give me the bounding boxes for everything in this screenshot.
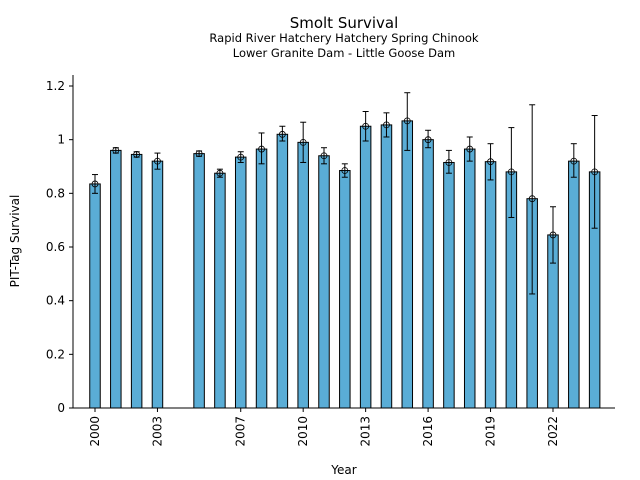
x-axis-label: Year xyxy=(330,463,356,477)
data-point-2001 xyxy=(112,146,120,154)
data-point-2023 xyxy=(570,157,578,165)
bar-2014 xyxy=(380,124,393,409)
y-tick-label: 0.8 xyxy=(46,186,65,200)
y-tick-label: 0.2 xyxy=(46,347,65,361)
data-point-2005 xyxy=(195,150,203,158)
x-tick-label: 2000 xyxy=(88,416,102,447)
data-point-2018 xyxy=(466,145,474,153)
data-point-2002 xyxy=(133,151,141,158)
x-tick-label: 2007 xyxy=(234,416,248,447)
bar-2015 xyxy=(401,120,414,409)
data-point-2016 xyxy=(424,136,432,144)
x-tick-label: 2019 xyxy=(484,416,498,447)
data-point-2021 xyxy=(528,195,536,203)
bar-2009 xyxy=(276,133,289,409)
y-tick-label: 1.2 xyxy=(46,79,65,93)
error-bars-group xyxy=(91,92,599,295)
x-tick-label: 2016 xyxy=(421,416,435,447)
bar-2001 xyxy=(110,149,122,409)
data-point-2014 xyxy=(383,121,390,129)
bar-2003 xyxy=(151,160,164,409)
bar-2013 xyxy=(359,125,372,409)
bar-2018 xyxy=(463,148,476,409)
data-point-2019 xyxy=(487,158,494,166)
bar-2012 xyxy=(339,170,351,409)
bar-2010 xyxy=(297,141,309,409)
data-point-2011 xyxy=(320,152,328,160)
bar-2016 xyxy=(422,139,434,409)
data-point-2006 xyxy=(216,169,224,177)
y-axis: 0 0.2 0.4 0.6 0.8 1 1.2 xyxy=(46,75,74,415)
data-point-2013 xyxy=(362,122,370,130)
y-tick-label: 0.6 xyxy=(46,240,65,254)
data-point-2009 xyxy=(278,130,286,138)
bar-2007 xyxy=(234,156,247,409)
data-point-2008 xyxy=(258,145,265,153)
x-tick-label: 2022 xyxy=(546,416,560,447)
bar-2011 xyxy=(318,155,330,409)
y-tick-label: 0.4 xyxy=(46,294,65,308)
data-point-2022 xyxy=(549,231,557,239)
bar-2008 xyxy=(255,148,268,409)
chart-subtitle-line-2: Lower Granite Dam - Little Goose Dam xyxy=(233,46,455,60)
data-point-2007 xyxy=(237,153,245,161)
bar-2023 xyxy=(568,160,580,409)
x-axis: 2000 2003 2007 2010 2013 2016 2019 2022 xyxy=(73,407,615,447)
data-point-2015 xyxy=(403,117,411,125)
data-point-2020 xyxy=(507,168,515,176)
data-point-2000 xyxy=(91,180,99,188)
x-tick-label: 2013 xyxy=(359,416,373,447)
bar-2002 xyxy=(130,153,143,409)
data-point-2012 xyxy=(341,167,349,174)
data-point-2003 xyxy=(154,157,161,165)
x-tick-label: 2003 xyxy=(150,416,164,447)
y-tick-label: 1 xyxy=(57,133,65,147)
y-tick-label: 0 xyxy=(57,401,65,415)
data-point-2024 xyxy=(591,168,599,176)
bar-2019 xyxy=(484,161,497,409)
bar-2000 xyxy=(89,183,101,409)
data-point-2017 xyxy=(445,159,453,166)
chart-title: Smolt Survival xyxy=(290,14,399,32)
bar-2005 xyxy=(193,153,205,409)
y-axis-label: PIT-Tag Survival xyxy=(8,195,22,288)
bar-2006 xyxy=(214,172,226,409)
bar-2017 xyxy=(443,161,455,409)
x-tick-label: 2010 xyxy=(296,416,310,447)
data-point-2010 xyxy=(299,138,307,146)
chart-subtitle-line-1: Rapid River Hatchery Hatchery Spring Chi… xyxy=(209,31,478,45)
